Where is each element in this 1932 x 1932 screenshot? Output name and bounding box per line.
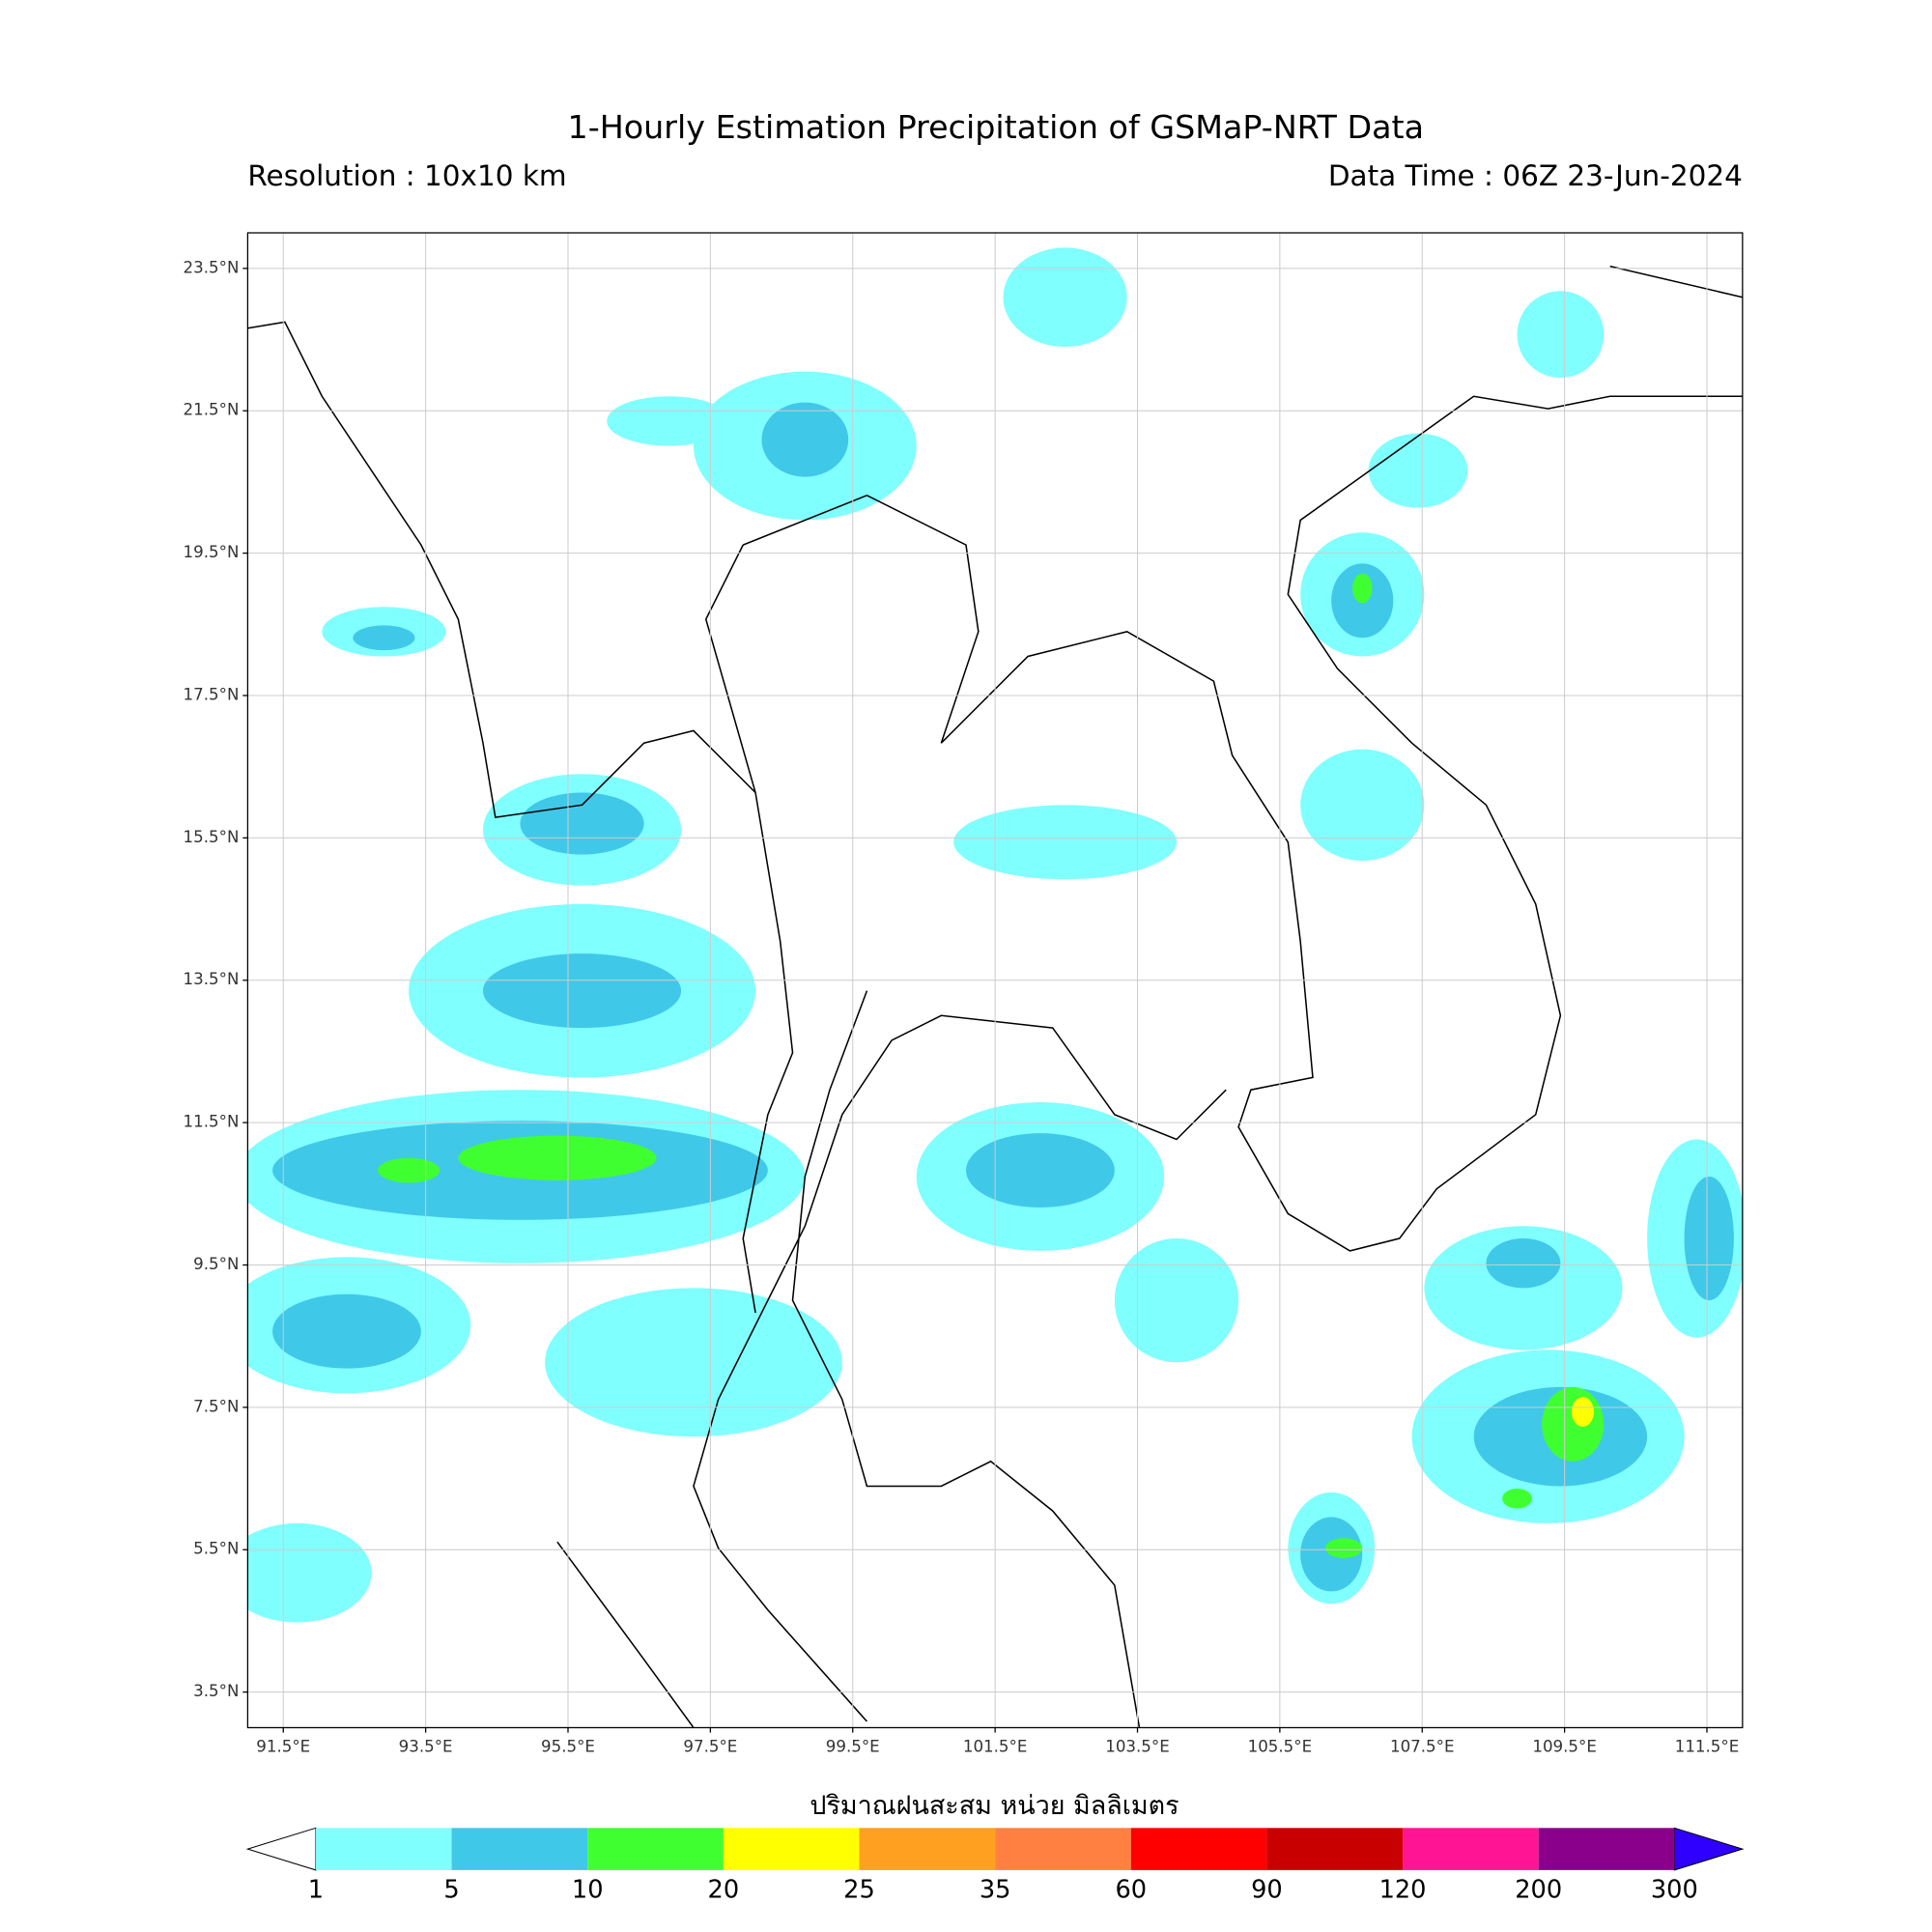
- rain-moderate: [272, 402, 1734, 1592]
- colorbar-label: 200: [1515, 1876, 1562, 1905]
- x-tick-label: 101.5°E: [963, 1737, 1028, 1755]
- y-tick-label: 23.5°N: [184, 258, 240, 276]
- coastline: [247, 265, 1743, 1728]
- colorbar-segment: [1538, 1828, 1675, 1870]
- colorbar-label: 90: [1251, 1876, 1283, 1905]
- colorbar-segment: [451, 1828, 588, 1870]
- colorbar-label: 300: [1651, 1876, 1698, 1905]
- map-frame: [246, 232, 1744, 1729]
- colorbar-segment: [1266, 1828, 1404, 1870]
- y-tick-label: 11.5°N: [184, 1113, 240, 1131]
- y-tick-label: 5.5°N: [193, 1540, 239, 1558]
- colorbar-label: 20: [708, 1876, 740, 1905]
- x-tick-label: 95.5°E: [541, 1737, 595, 1755]
- x-tick-label: 103.5°E: [1105, 1737, 1170, 1755]
- colorbar-segment: [315, 1828, 452, 1870]
- resolution: Resolution : 10x10 km: [247, 159, 566, 192]
- colorbar-segment: [587, 1828, 724, 1870]
- y-tick-label: 7.5°N: [193, 1397, 239, 1415]
- colorbar-segment: [1403, 1828, 1539, 1870]
- y-tick-label: 21.5°N: [184, 401, 240, 419]
- colorbar: 1 5 10 20 25 35 60 90 120 200 300: [245, 1827, 1745, 1905]
- x-tick-label: 109.5°E: [1532, 1737, 1597, 1755]
- x-tick-label: 107.5°E: [1390, 1737, 1455, 1755]
- colorbar-under: [245, 1827, 317, 1871]
- colorbar-label: 10: [572, 1876, 604, 1905]
- rain-very-heavy: [1571, 1397, 1594, 1427]
- grid: 91.5°E 93.5°E 95.5°E 97.5°E 99.5°E 101.5°E 103…: [184, 233, 1743, 1755]
- colorbar-label: 5: [443, 1876, 459, 1905]
- colorbar-label: 25: [843, 1876, 875, 1905]
- x-tick-label: 93.5°E: [399, 1737, 453, 1755]
- colorbar-segment: [995, 1828, 1131, 1870]
- y-tick-label: 3.5°N: [193, 1682, 239, 1700]
- y-tick-label: 17.5°N: [184, 685, 240, 703]
- colorbar-over: [1673, 1827, 1745, 1871]
- colorbar-title: ปริมาณฝนสะสม หน่วย มิลลิเมตร: [810, 1791, 1179, 1821]
- colorbar-segment: [859, 1828, 996, 1870]
- y-tick-label: 13.5°N: [184, 970, 240, 988]
- y-tick-label: 9.5°N: [193, 1255, 239, 1273]
- x-tick-label: 91.5°E: [256, 1737, 310, 1755]
- y-tick-label: 15.5°N: [184, 828, 240, 846]
- x-tick-label: 111.5°E: [1675, 1737, 1740, 1755]
- colorbar-segment: [723, 1828, 860, 1870]
- x-tick-label: 99.5°E: [826, 1737, 880, 1755]
- colorbar-label: 60: [1115, 1876, 1147, 1905]
- colorbar-label: 35: [980, 1876, 1011, 1905]
- data-time: Data Time : 06Z 23-Jun-2024: [1328, 159, 1743, 192]
- y-tick-label: 19.5°N: [184, 543, 240, 561]
- x-tick-label: 97.5°E: [683, 1737, 737, 1755]
- x-tick-label: 105.5°E: [1248, 1737, 1313, 1755]
- colorbar-label: 1: [308, 1876, 324, 1905]
- title: 1-Hourly Estimation Precipitation of GSM…: [567, 108, 1424, 146]
- colorbar-segment: [1130, 1828, 1267, 1870]
- colorbar-label: 120: [1379, 1876, 1427, 1905]
- rain-field: [247, 247, 1743, 1728]
